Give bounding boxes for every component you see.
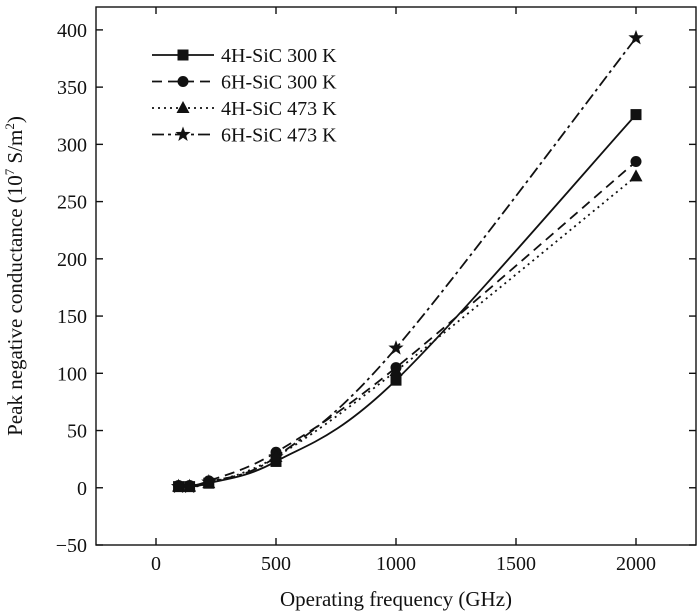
legend-label-4h-sic-300-k: 4H-SiC 300 K xyxy=(221,45,337,67)
y-tick-label: 0 xyxy=(77,478,87,500)
legend-marker-4h-sic-300-k xyxy=(177,49,189,61)
y-axis-label-sup1: 7 xyxy=(2,168,17,175)
data-point-6h-sic-473-k xyxy=(181,478,198,494)
legend-label-6h-sic-473-k: 6H-SiC 473 K xyxy=(221,125,337,147)
plot-frame xyxy=(95,6,697,546)
data-point-6h-sic-473-k xyxy=(201,474,217,489)
x-tick-label: 0 xyxy=(151,553,161,575)
series-line-4h-sic-473-k xyxy=(178,175,637,488)
x-axis-label: Operating frequency (GHz) xyxy=(280,587,512,611)
axis-ticks: 0 500 1000 1500 2000 −50 0 50 100 150 200 250 300 350… xyxy=(56,7,696,575)
x-tick-label: 1000 xyxy=(376,553,416,575)
y-tick-label: 300 xyxy=(57,134,87,156)
data-point-4h-sic-473-k xyxy=(389,364,403,377)
y-tick-label: 200 xyxy=(57,249,87,271)
legend-marker-6h-sic-473-k xyxy=(175,126,191,141)
x-tick-label: 1500 xyxy=(496,553,536,575)
y-tick-label: 100 xyxy=(57,363,87,385)
y-tick-label: 50 xyxy=(67,421,87,443)
y-tick-label: 400 xyxy=(57,20,87,42)
y-tick-label: 150 xyxy=(57,306,87,328)
legend-marker-6h-sic-300-k xyxy=(177,76,189,87)
data-point-4h-sic-300-k xyxy=(390,374,402,386)
data-point-4h-sic-473-k xyxy=(629,169,643,182)
data-point-4h-sic-300-k xyxy=(630,109,642,121)
legend-label-4h-sic-473-k: 4H-SiC 473 K xyxy=(221,98,337,120)
series-line-6h-sic-300-k xyxy=(178,160,637,487)
y-axis-label-sup2: 2 xyxy=(2,123,17,130)
data-point-6h-sic-473-k xyxy=(268,448,284,464)
y-tick-label: 250 xyxy=(57,192,87,214)
data-point-6h-sic-473-k xyxy=(388,340,404,355)
legend-marker-4h-sic-473-k xyxy=(176,101,190,113)
y-tick-label: −50 xyxy=(56,535,87,557)
y-axis-label-mid: S/m xyxy=(3,130,27,169)
series-line-4h-sic-300-k xyxy=(178,113,637,488)
data-point-6h-sic-473-k xyxy=(628,29,644,45)
x-tick-label: 500 xyxy=(261,553,291,575)
legend-label-6h-sic-300-k: 6H-SiC 300 K xyxy=(221,72,337,94)
x-tick-label: 2000 xyxy=(616,553,656,575)
y-axis-label-end: ) xyxy=(3,116,27,123)
series-layer xyxy=(170,29,644,494)
legend: 4H-SiC 300 K 6H-SiC 300 K 4H-SiC 473 K 6H-S… xyxy=(152,45,337,147)
data-point-6h-sic-473-k xyxy=(170,478,187,494)
data-point-6h-sic-300-k xyxy=(630,156,642,168)
y-axis-label-main: Peak negative conductance (10 xyxy=(3,175,27,436)
y-axis-label: Peak negative conductance (107 S/m2) xyxy=(2,116,27,436)
y-tick-label: 350 xyxy=(57,77,87,99)
